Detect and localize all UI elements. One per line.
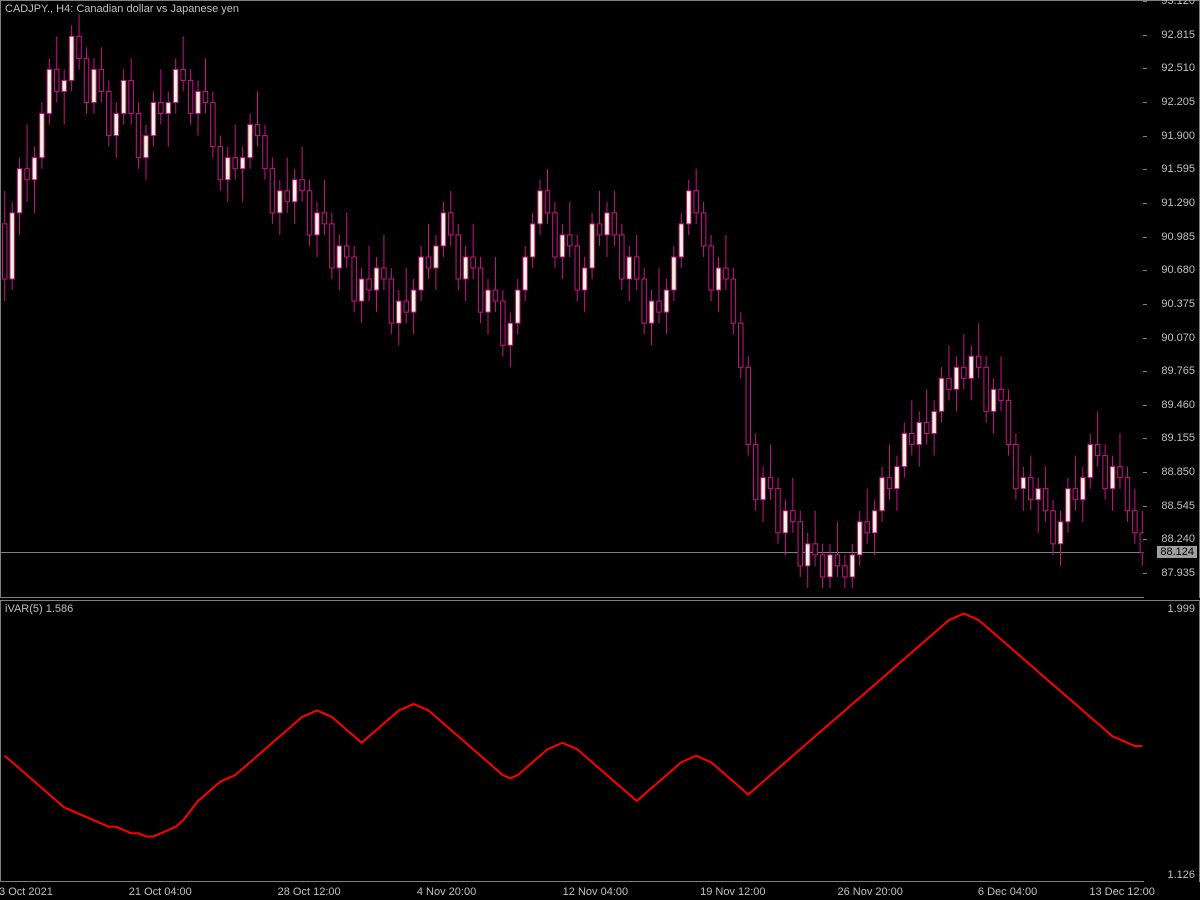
y-tick-label: 92.510 xyxy=(1161,62,1195,74)
y-tick-label: 1.999 xyxy=(1167,603,1195,615)
y-tick-label: 92.205 xyxy=(1161,96,1195,108)
y-tick-mark xyxy=(1143,539,1147,540)
x-tick-label: 21 Oct 04:00 xyxy=(129,886,192,898)
x-axis: 13 Oct 2021 21 Oct 04:00 28 Oct 12:00 4 Nov… xyxy=(0,882,1145,900)
y-tick-label: 91.900 xyxy=(1161,130,1195,142)
y-tick-mark xyxy=(1143,506,1147,507)
y-tick-mark xyxy=(1143,338,1147,339)
x-tick-label: 13 Dec 12:00 xyxy=(1089,886,1154,898)
y-tick-label: 89.460 xyxy=(1161,399,1195,411)
y-tick-mark xyxy=(1143,68,1147,69)
y-tick-mark xyxy=(1143,304,1147,305)
y-tick-label: 1.126 xyxy=(1167,869,1195,881)
indicator-y-axis: 1.999 1.126 xyxy=(1144,601,1199,883)
main-chart-title: CADJPY., H4: Canadian dollar vs Japanese… xyxy=(5,3,239,15)
indicator-panel[interactable]: iVAR(5) 1.586 1.999 1.126 xyxy=(0,600,1200,882)
x-tick-label: 13 Oct 2021 xyxy=(0,886,53,898)
y-tick-mark xyxy=(1143,371,1147,372)
main-chart-area[interactable] xyxy=(1,1,1144,597)
y-tick-mark xyxy=(1143,1,1147,2)
y-tick-mark xyxy=(1143,203,1147,204)
x-tick-label: 4 Nov 20:00 xyxy=(417,886,476,898)
current-price-marker: 88.124 xyxy=(1157,546,1197,558)
y-tick-mark xyxy=(1143,237,1147,238)
x-tick-label: 26 Nov 20:00 xyxy=(837,886,902,898)
x-tick-label: 12 Nov 04:00 xyxy=(563,886,628,898)
y-tick-label: 89.155 xyxy=(1161,432,1195,444)
y-tick-label: 87.935 xyxy=(1161,567,1195,579)
y-tick-mark xyxy=(1143,102,1147,103)
y-tick-label: 90.070 xyxy=(1161,332,1195,344)
y-tick-mark xyxy=(1143,472,1147,473)
y-tick-label: 88.240 xyxy=(1161,533,1195,545)
y-tick-label: 88.545 xyxy=(1161,500,1195,512)
indicator-title: iVAR(5) 1.586 xyxy=(5,603,73,615)
y-tick-mark xyxy=(1143,169,1147,170)
y-tick-label: 91.290 xyxy=(1161,197,1195,209)
y-tick-mark xyxy=(1143,405,1147,406)
y-tick-label: 90.375 xyxy=(1161,298,1195,310)
x-tick-label: 28 Oct 12:00 xyxy=(278,886,341,898)
y-tick-label: 92.815 xyxy=(1161,29,1195,41)
y-tick-mark xyxy=(1143,35,1147,36)
y-tick-mark xyxy=(1143,438,1147,439)
x-tick-label: 19 Nov 12:00 xyxy=(700,886,765,898)
main-y-axis: 93.120 92.815 92.510 92.205 91.900 91.595 91.2… xyxy=(1144,1,1199,599)
main-chart-panel[interactable]: CADJPY., H4: Canadian dollar vs Japanese… xyxy=(0,0,1200,598)
y-tick-mark xyxy=(1143,573,1147,574)
y-tick-label: 88.850 xyxy=(1161,466,1195,478)
y-tick-label: 90.985 xyxy=(1161,231,1195,243)
candlestick-svg xyxy=(1,1,1146,599)
indicator-svg xyxy=(1,601,1146,883)
y-tick-mark xyxy=(1143,270,1147,271)
y-tick-label: 89.765 xyxy=(1161,365,1195,377)
y-tick-label: 91.595 xyxy=(1161,163,1195,175)
x-tick-label: 6 Dec 04:00 xyxy=(978,886,1037,898)
y-tick-label: 93.120 xyxy=(1161,0,1195,7)
y-tick-mark xyxy=(1143,136,1147,137)
indicator-chart-area[interactable] xyxy=(1,601,1144,881)
y-tick-label: 90.680 xyxy=(1161,264,1195,276)
